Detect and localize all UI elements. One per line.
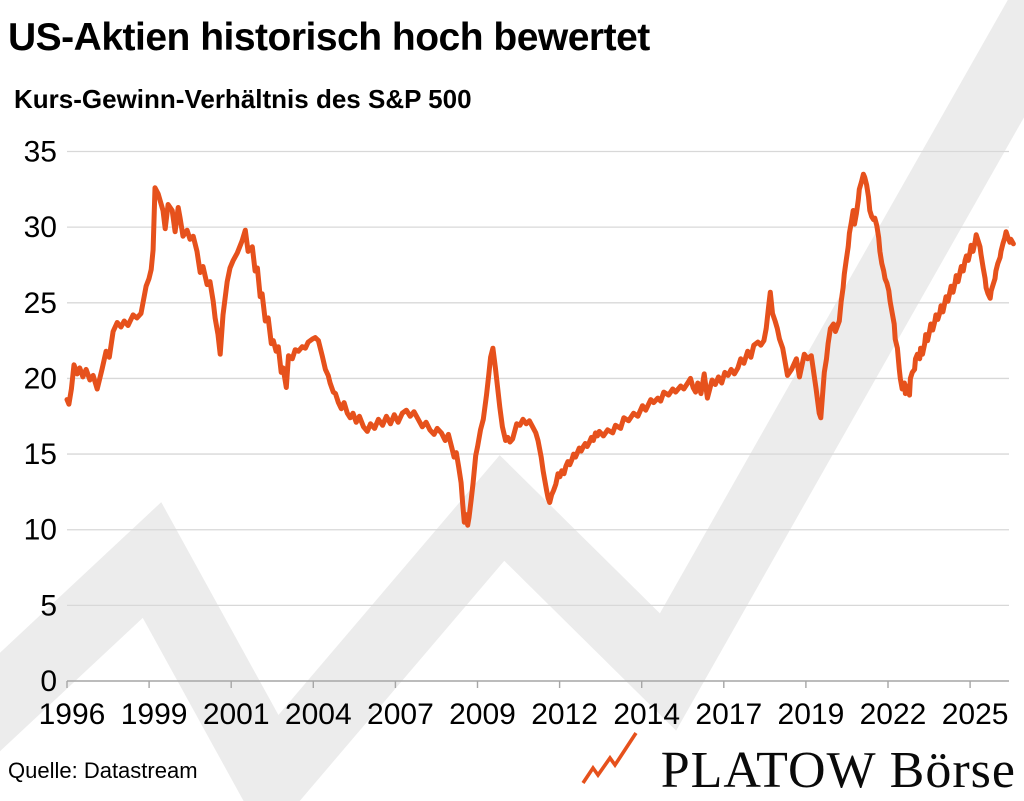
y-tick-label: 15: [24, 438, 57, 471]
x-tick-label: 2007: [367, 698, 434, 731]
y-tick-label: 5: [40, 589, 57, 622]
logo-zigzag-icon: [581, 732, 638, 784]
y-tick-label: 25: [24, 287, 57, 320]
x-tick-label: 2017: [695, 698, 762, 731]
platow-boerse-logo: PLATOW Börse: [660, 742, 1016, 799]
y-tick-label: 20: [24, 362, 57, 395]
x-tick-label: 1996: [39, 698, 106, 731]
x-tick-label: 2014: [613, 698, 680, 731]
y-tick-label: 10: [24, 514, 57, 547]
x-tick-label: 2019: [778, 698, 845, 731]
logo-text: PLATOW Börse: [660, 742, 1016, 799]
y-tick-label: 0: [40, 665, 57, 698]
x-tick-label: 2012: [531, 698, 598, 731]
pe-ratio-line: [64, 171, 1016, 528]
source-label: Quelle: Datastream: [8, 758, 198, 783]
x-tick-label: 2001: [203, 698, 270, 731]
chart-subtitle: Kurs-Gewinn-Verhältnis des S&P 500: [14, 84, 472, 114]
x-tick-label: 2022: [860, 698, 927, 731]
x-tick-label: 1999: [121, 698, 188, 731]
x-tick-label: 2009: [449, 698, 516, 731]
y-tick-label: 35: [24, 136, 57, 169]
x-tick-label: 2025: [942, 698, 1009, 731]
x-tick-label: 2004: [285, 698, 352, 731]
page-title: US-Aktien historisch hoch bewertet: [8, 16, 650, 59]
logo-zigzag-line: [581, 732, 638, 784]
y-tick-label: 30: [24, 211, 57, 244]
